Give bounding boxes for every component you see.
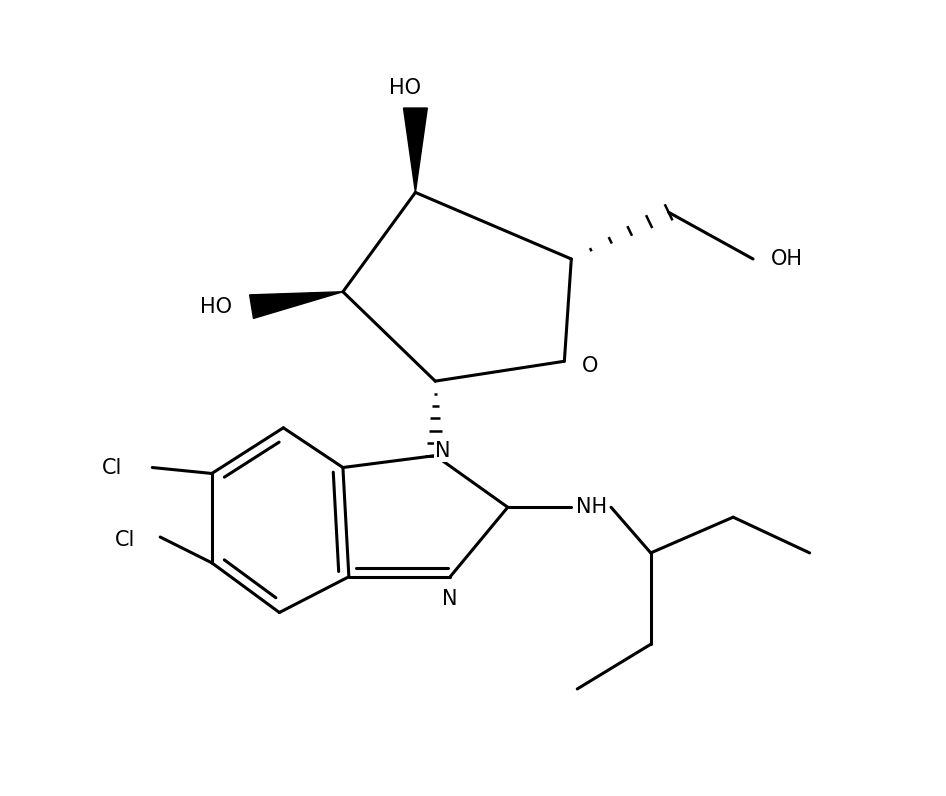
- Text: HO: HO: [390, 78, 422, 98]
- Text: O: O: [582, 357, 599, 377]
- Polygon shape: [250, 292, 342, 318]
- Text: NH: NH: [576, 498, 607, 517]
- Text: N: N: [443, 589, 458, 609]
- Polygon shape: [404, 108, 428, 193]
- Text: Cl: Cl: [115, 530, 135, 550]
- Text: Cl: Cl: [102, 458, 122, 478]
- Text: N: N: [435, 441, 451, 461]
- Text: HO: HO: [200, 297, 232, 317]
- Text: OH: OH: [771, 249, 803, 269]
